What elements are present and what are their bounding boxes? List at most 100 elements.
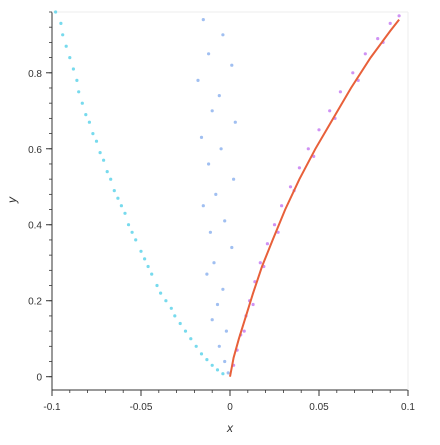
scatter-point [164,299,168,303]
scatter-point [258,261,262,265]
scatter-point [230,245,234,250]
scatter-point [280,204,284,208]
scatter-point [221,372,225,376]
scatter-point [338,90,342,94]
series-line [229,18,400,377]
scatter-point [54,10,58,14]
scatter-point [130,230,134,234]
x-tick-label: 0.05 [309,402,329,413]
x-axis-label: x [226,421,234,435]
scatter-point [397,14,401,18]
scatter-point [214,192,218,196]
scatter-point [207,52,211,56]
scatter-point [194,344,198,348]
x-tick-label: -0.05 [130,402,153,413]
scatter-point [98,151,102,155]
scatter-point [276,230,280,234]
scatter-point [169,306,173,310]
scatter-point [102,158,106,162]
x-tick-label: -0.1 [43,402,61,413]
scatter-point [221,33,225,37]
scatter-point [210,318,214,322]
scatter-point [80,101,84,105]
scatter-point [205,272,209,276]
scatter-point [215,368,220,372]
scatter-point [61,33,65,37]
scatter-point [242,329,246,333]
scatter-point [183,329,188,333]
scatter-point [201,18,205,22]
scatter-point [288,185,293,189]
scatter-point [178,321,182,326]
axes: -0.1 -0.05 0 0.05 0.1 0 0.2 0.4 0.6 0.8 [28,11,415,413]
scatter-point [351,71,355,75]
scatter-point [272,223,277,227]
scatter-point [196,78,200,82]
scatter-point [223,359,227,364]
scatter-point [221,287,225,291]
scatter-point [208,230,212,234]
scatter-point [376,37,380,41]
x-tick-label: 0.1 [401,402,415,413]
scatter-point [116,196,120,200]
scatter-point [64,44,68,48]
scatter-point [205,358,209,362]
scatter-point [126,223,131,227]
scatter-point [105,170,109,174]
scatter-point [112,189,116,193]
scatter-point [173,314,177,318]
scatter-point [68,56,72,60]
y-tick-label: 0.8 [28,69,42,80]
scatter-point [71,67,75,71]
scatter-point [91,132,95,136]
scatter-point [363,52,367,56]
scatter-point [207,162,211,166]
y-tick-label: 0.6 [28,145,42,156]
x-tick-label: 0 [227,402,233,413]
scatter-point [94,139,99,143]
scatter-point [224,329,228,333]
scatter-point [77,90,81,94]
scatter-point [143,257,147,261]
scatter-point [215,302,220,307]
scatter-point [119,204,123,208]
y-tick-label: 0.4 [28,221,42,232]
scatter-point [217,94,221,98]
scatter-point [199,135,204,139]
scatter-point [388,21,392,25]
scatter-point [223,219,227,223]
scatter-point [230,63,234,67]
scatter-point [159,291,163,295]
scatter-point [210,363,214,367]
scatter-point [199,352,204,356]
scatter-point [233,120,237,124]
scatter-point [146,264,150,269]
scatter-point [109,177,113,181]
plot-area [54,10,401,377]
scatter-point [189,337,193,341]
scatter-point [317,128,321,132]
scatter-point [155,283,159,288]
scatter-point [87,120,91,124]
scatter-point [217,344,221,348]
scatter-point [201,204,205,208]
scatter-point [212,261,216,265]
scatter-point [59,21,63,25]
scatter-point [328,109,332,113]
y-axis-label: y [5,196,19,204]
y-tick-label: 0.2 [28,297,42,308]
scatter-point [150,272,154,276]
scatter-point [210,109,214,113]
scatter-point [226,371,230,375]
scatter-point [232,177,236,181]
scatter-point [297,166,301,170]
scatter-point [84,113,88,117]
scatter-point [219,147,223,151]
scatter-point [306,147,310,151]
scatter-point [123,211,127,215]
scatter-point [139,249,143,253]
scatter-point [134,238,138,242]
